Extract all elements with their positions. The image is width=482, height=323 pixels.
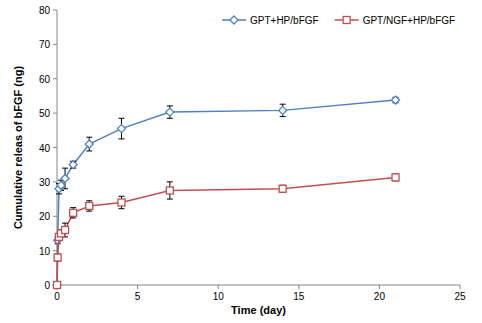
- legend-label: GPT/NGF+HP/bFGF: [363, 15, 456, 26]
- data-point: [392, 96, 400, 104]
- data-point: [166, 187, 173, 194]
- x-tick: [298, 285, 299, 289]
- data-point: [279, 106, 287, 114]
- y-tick: [53, 181, 57, 182]
- data-point: [392, 174, 399, 181]
- y-tick-label: 80: [39, 5, 51, 16]
- error-bar: [118, 118, 124, 139]
- data-point: [166, 108, 174, 116]
- y-tick-label: 30: [39, 177, 51, 188]
- y-tick: [53, 113, 57, 114]
- legend-label: GPT+HP/bFGF: [250, 15, 319, 26]
- y-tick-label: 70: [39, 39, 51, 50]
- series-line: [57, 100, 396, 285]
- data-point: [86, 202, 93, 209]
- legend: GPT+HP/bFGF GPT/NGF+HP/bFGF: [222, 15, 455, 26]
- x-tick: [379, 285, 380, 289]
- data-point: [69, 161, 77, 169]
- y-tick-label: 50: [39, 108, 51, 119]
- x-axis: [57, 285, 460, 286]
- x-tick: [460, 285, 461, 289]
- y-tick-label: 20: [39, 211, 51, 222]
- y-tick-label: 10: [39, 246, 51, 257]
- error-bar: [280, 185, 286, 192]
- error-bar: [118, 196, 124, 208]
- error-bar: [55, 254, 61, 261]
- y-tick-label: 0: [44, 280, 50, 291]
- x-axis-label: Time (day): [231, 304, 286, 316]
- y-axis-label: Cumulative releas of bFGF (ng): [12, 66, 24, 230]
- y-tick: [53, 44, 57, 45]
- error-bar: [393, 174, 399, 181]
- data-point: [117, 125, 125, 133]
- error-bar: [86, 137, 92, 151]
- legend-marker: [343, 17, 350, 24]
- y-tick-label: 40: [39, 143, 51, 154]
- x-tick: [218, 285, 219, 289]
- x-tick-label: 15: [293, 291, 305, 302]
- data-point: [279, 185, 286, 192]
- data-point: [118, 199, 125, 206]
- data-point: [70, 209, 77, 216]
- error-bar: [70, 161, 76, 168]
- plot-area: [53, 96, 400, 289]
- background: [0, 0, 482, 323]
- series-line: [57, 177, 396, 285]
- data-point: [61, 174, 69, 182]
- data-point: [85, 140, 93, 148]
- error-bar: [86, 201, 92, 211]
- y-tick: [53, 78, 57, 79]
- series: [54, 174, 400, 289]
- series: [53, 96, 400, 289]
- y-tick: [53, 147, 57, 148]
- chart-svg: 0 10 20 30 40 50 60 70 80 0 5 10 15 20 25 Time (day) Cum…: [0, 0, 482, 323]
- x-tick-label: 25: [454, 291, 466, 302]
- error-bar: [167, 106, 173, 118]
- data-point: [53, 281, 61, 289]
- y-tick-label: 60: [39, 74, 51, 85]
- y-tick: [53, 216, 57, 217]
- data-point: [62, 227, 69, 234]
- chart-root: 0 10 20 30 40 50 60 70 80 0 5 10 15 20 25 Time (day) Cum…: [0, 0, 482, 323]
- y-tick: [53, 10, 57, 11]
- data-point: [54, 282, 61, 289]
- error-bar: [280, 104, 286, 116]
- x-tick-label: 10: [213, 291, 225, 302]
- data-point: [54, 254, 61, 261]
- x-tick: [137, 285, 138, 289]
- legend-marker: [230, 16, 238, 24]
- error-bar: [70, 208, 76, 218]
- x-tick-label: 0: [54, 291, 60, 302]
- error-bar: [167, 182, 173, 199]
- y-tick: [53, 250, 57, 251]
- x-tick-label: 20: [374, 291, 386, 302]
- data-point: [57, 181, 65, 189]
- x-tick-label: 5: [135, 291, 141, 302]
